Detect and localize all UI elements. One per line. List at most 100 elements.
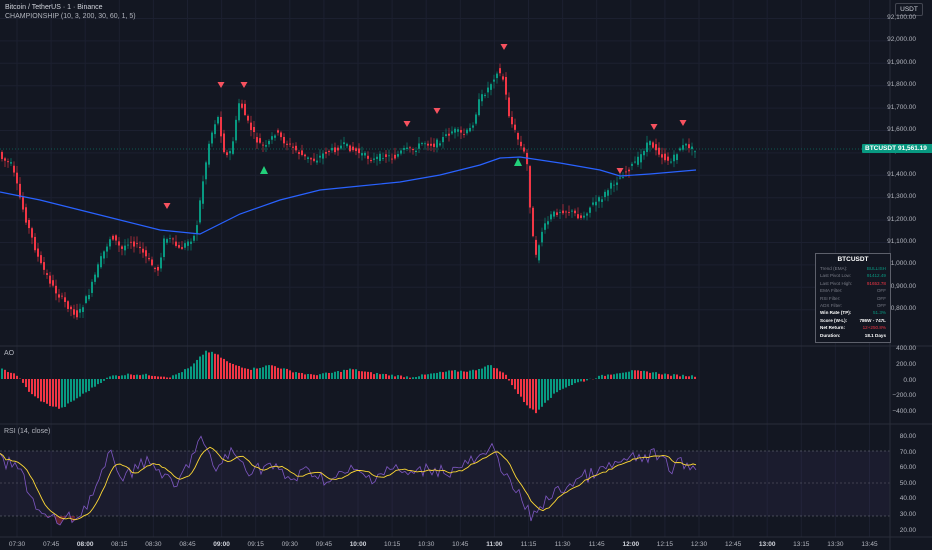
ao-bar	[526, 379, 528, 406]
candle-body	[502, 76, 504, 80]
candle-body	[364, 152, 366, 156]
candle-body	[415, 150, 417, 153]
ao-axis-label: 400.00	[896, 345, 916, 352]
ao-bar	[514, 379, 516, 390]
candle-body	[394, 154, 396, 159]
candle-body	[241, 103, 243, 108]
price-axis-label: 91,700.00	[887, 103, 916, 111]
ao-bar	[97, 379, 99, 385]
stats-row: Duration: 18.1 Days	[816, 332, 890, 339]
ao-bar	[385, 374, 387, 379]
ao-bar	[481, 368, 483, 379]
candle-body	[52, 280, 54, 286]
ao-bar	[619, 373, 621, 379]
ao-bar	[199, 356, 201, 379]
time-axis-label: 07:30	[8, 541, 26, 548]
ao-bar	[355, 369, 357, 379]
candle-body	[583, 215, 585, 218]
ao-bar	[307, 373, 309, 379]
ao-bar	[31, 379, 33, 395]
ao-bar	[322, 373, 324, 379]
candle-body	[652, 142, 654, 148]
stats-row: EMA Filter: OFF	[816, 287, 890, 294]
candle-body	[121, 246, 123, 249]
ao-bar	[607, 374, 609, 379]
candle-body	[565, 211, 567, 213]
stats-value: 786W - 747L	[859, 317, 886, 323]
ao-bar	[295, 372, 297, 379]
ao-bar	[583, 379, 585, 382]
candle-body	[622, 177, 624, 178]
ao-bar	[436, 372, 438, 379]
stats-key: Last Pivot High:	[820, 280, 853, 286]
ao-bar	[556, 379, 558, 393]
candle-body	[616, 182, 618, 185]
candle-body	[280, 132, 282, 138]
candle-body	[235, 119, 237, 141]
candle-body	[661, 154, 663, 158]
ao-bar	[547, 379, 549, 401]
ao-bar	[40, 379, 42, 402]
candle-body	[658, 147, 660, 155]
ao-bar	[169, 377, 171, 379]
ao-bar	[361, 371, 363, 379]
stats-row: Last Pivot Low: 91412.49	[816, 272, 890, 279]
ao-bar	[121, 375, 123, 379]
candle-body	[514, 124, 516, 130]
time-axis-label: 09:15	[247, 541, 264, 548]
ao-bar	[82, 379, 84, 394]
candle-body	[19, 183, 21, 198]
stats-row: Net Return: 12+250.8%	[816, 324, 890, 331]
symbol-title[interactable]: Bitcoin / TetherUS · 1 · Binance	[5, 4, 103, 11]
stats-value: BULLISH	[866, 266, 886, 271]
ao-bar	[328, 372, 330, 379]
rsi-pane-title[interactable]: RSI (14, close)	[4, 428, 51, 435]
candle-body	[58, 294, 60, 298]
candle-body	[13, 165, 15, 173]
ao-bar	[541, 379, 543, 407]
stats-key: RSI Filter:	[820, 295, 841, 301]
ao-bar	[325, 372, 327, 379]
candle-body	[268, 140, 270, 145]
candle-body	[493, 79, 495, 82]
candle-body	[484, 94, 486, 97]
ao-bar	[196, 359, 198, 379]
ao-bar	[151, 375, 153, 379]
ao-bar	[628, 371, 630, 379]
ao-axis-label: 0.00	[903, 376, 916, 384]
candle-body	[211, 132, 213, 144]
ao-bar	[643, 370, 645, 379]
candle-body	[553, 211, 555, 217]
time-axis-label: 11:45	[588, 541, 605, 548]
candle-body	[127, 244, 129, 246]
candle-body	[181, 247, 183, 249]
candle-body	[625, 171, 627, 173]
price-axis-label: 91,400.00	[887, 170, 916, 178]
buy-signal-marker	[514, 158, 522, 166]
ao-bar	[175, 374, 177, 379]
ao-pane-title[interactable]: AO	[4, 350, 15, 357]
time-axis-label: 11:15	[520, 541, 537, 548]
indicator-title[interactable]: CHAMPIONSHIP (10, 3, 200, 30, 60, 1, 5)	[5, 13, 136, 20]
rsi-axis-label: 80.00	[899, 433, 916, 440]
ao-bar	[517, 379, 519, 394]
time-axis-label: 11:30	[554, 541, 571, 548]
candle-body	[130, 241, 132, 243]
candle-body	[544, 223, 546, 230]
ao-bar	[277, 367, 279, 379]
currency-button[interactable]: USDT	[895, 3, 923, 16]
ao-bar	[118, 376, 120, 379]
candle-body	[190, 241, 192, 244]
ao-bar	[688, 376, 690, 379]
stats-key: Last Pivot Low:	[820, 273, 852, 279]
candle-body	[454, 128, 456, 133]
candle-body	[250, 122, 252, 131]
candle-body	[607, 190, 609, 196]
ao-bar	[16, 375, 18, 379]
candle-body	[151, 259, 153, 266]
candle-body	[28, 219, 30, 229]
ao-bar	[4, 369, 6, 379]
candle-body	[55, 285, 57, 294]
sell-signal-marker	[679, 120, 687, 126]
